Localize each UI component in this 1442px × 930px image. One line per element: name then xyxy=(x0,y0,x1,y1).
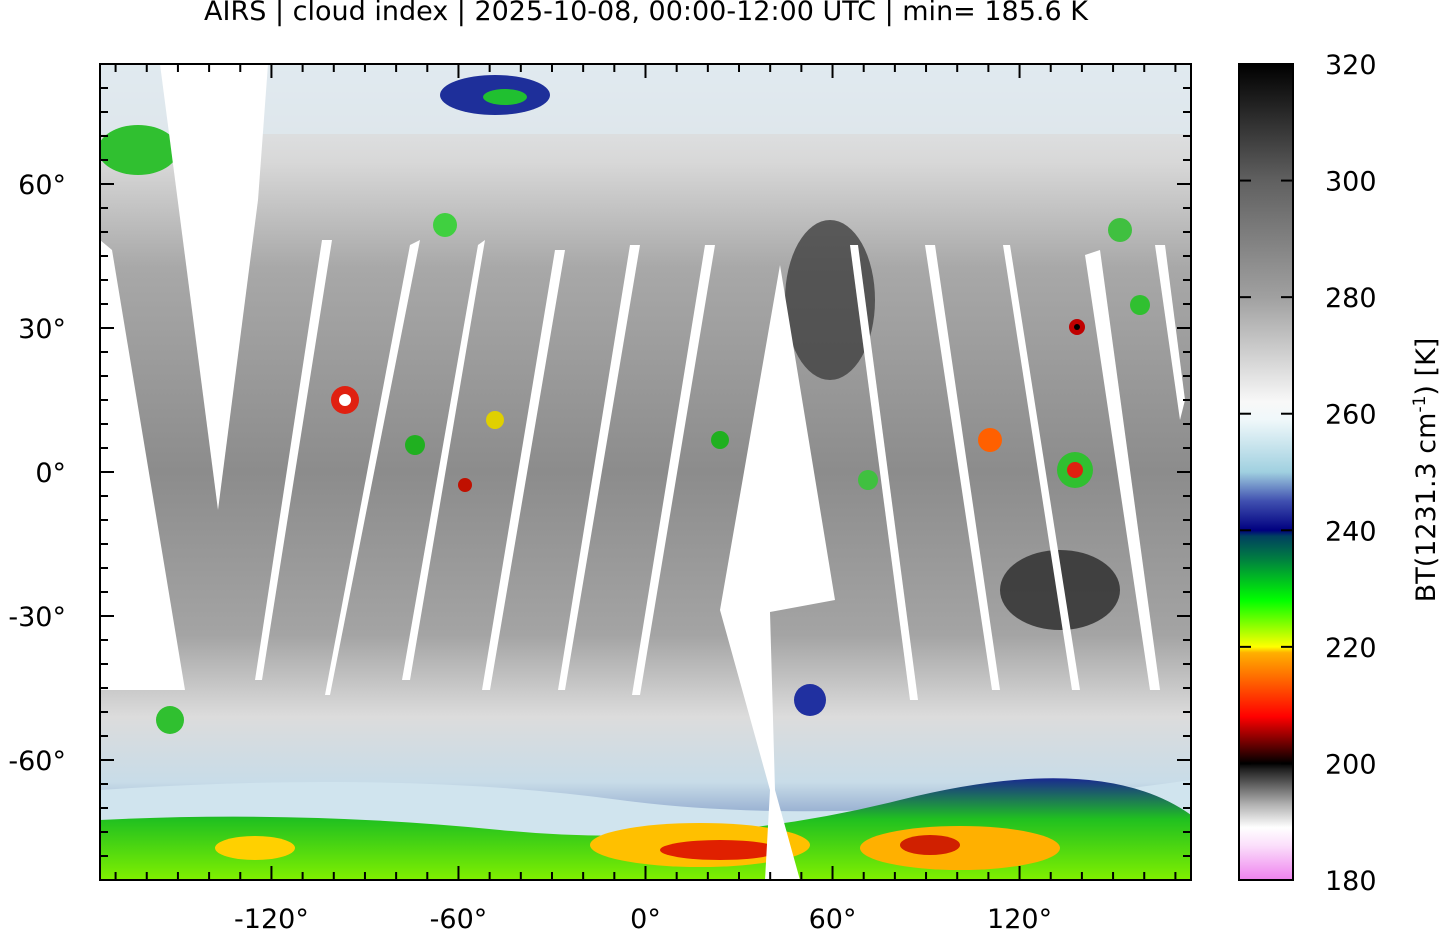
map-axis-ticks xyxy=(100,63,1191,881)
y-tick-label: 60° xyxy=(18,170,66,201)
colorbar-tick-label: 240 xyxy=(1325,516,1377,547)
brightness-temperature-field xyxy=(100,64,1191,880)
colorbar-label-sup: -1 xyxy=(1410,395,1430,413)
colorbar-tick-label: 200 xyxy=(1325,749,1377,780)
x-tick-label: 120° xyxy=(987,904,1052,930)
colorbar-tick-label: 220 xyxy=(1325,633,1377,664)
y-tick-label: 0° xyxy=(35,458,66,489)
colorbar-label-main: BT(1231.3 cm xyxy=(1411,412,1442,603)
colorbar-ticks xyxy=(1239,179,1293,765)
colorbar-tick-label: 280 xyxy=(1325,283,1377,314)
y-tick-label: 30° xyxy=(18,314,66,345)
colorbar-tick-label: 320 xyxy=(1325,50,1377,81)
y-tick-label: -60° xyxy=(8,746,66,777)
x-tick-label: -60° xyxy=(430,904,488,930)
colorbar-tick-label: 180 xyxy=(1325,866,1377,897)
colorbar-tick-label: 260 xyxy=(1325,400,1377,431)
colorbar-label-end: ) [K] xyxy=(1411,337,1442,396)
x-tick-label: 0° xyxy=(630,904,661,930)
colorbar xyxy=(1238,63,1294,881)
plot-title: AIRS | cloud index | 2025-10-08, 00:00-1… xyxy=(204,0,1088,27)
colorbar-label: BT(1231.3 cm-1) [K] xyxy=(1410,338,1442,603)
colorbar-tick-label: 300 xyxy=(1325,167,1377,198)
x-tick-label: 60° xyxy=(809,904,857,930)
convective-clouds xyxy=(156,213,1150,734)
y-tick-label: -30° xyxy=(8,602,66,633)
swath-gaps xyxy=(100,64,1185,880)
x-tick-label: -120° xyxy=(234,904,309,930)
